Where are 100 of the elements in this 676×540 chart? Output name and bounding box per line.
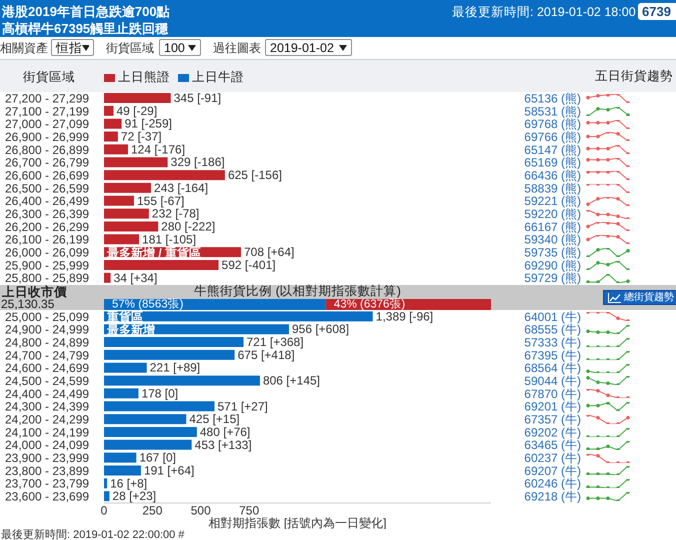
point [596, 135, 600, 139]
x-tick-label: 750 [239, 504, 260, 518]
point [586, 96, 590, 100]
data-label: 91 [-259] [124, 116, 172, 131]
y-tick-label: 23,600 - 23,699 [5, 490, 90, 504]
data-label: 178 [0] [141, 386, 178, 400]
bar [104, 452, 136, 463]
y-tick-label: 24,400 - 24,499 [5, 386, 90, 401]
data-label: 571 [+27] [217, 399, 268, 414]
bar [104, 221, 158, 232]
y-tick-label: 24,500 - 24,599 [5, 374, 90, 388]
data-label: 43% (6376張) [334, 298, 406, 310]
bar [104, 93, 171, 103]
point [596, 212, 600, 216]
y2-tick-label: 59221 (熊) [524, 194, 581, 208]
y-tick-label: 24,200 - 24,299 [5, 412, 90, 427]
data-label: 28 [+23] [112, 489, 156, 504]
y-tick-label: 24,700 - 24,799 [5, 348, 90, 362]
bar [104, 414, 186, 424]
text: 街貨區域 [106, 41, 154, 55]
point [586, 135, 590, 139]
y2-tick-label: 60246 (牛) [524, 476, 581, 491]
legend-label: 上日熊證 [118, 69, 170, 86]
point [586, 330, 590, 334]
y-tick-label: 26,000 - 26,099 [5, 246, 90, 260]
bar [104, 376, 260, 386]
y-tick-label: 24,800 - 24,899 [5, 335, 90, 350]
data-label: 16 [+8] [110, 476, 148, 490]
bar [104, 401, 214, 412]
data-label: 708 [+64] [244, 245, 294, 260]
point [586, 404, 590, 408]
point [606, 402, 610, 405]
data-label: 425 [+15] [189, 412, 240, 426]
dropdown: 恒指 [51, 39, 94, 56]
data-label: 592 [-401] [222, 258, 276, 272]
dropdown: 2019-01-02 [265, 39, 352, 56]
y-tick-label: 24,600 - 24,699 [5, 361, 90, 376]
data-label: 329 [-186] [170, 155, 225, 170]
data-label: 956 [+608] [292, 322, 350, 336]
bar [104, 362, 147, 373]
data-label: 243 [-164] [154, 180, 208, 195]
point [596, 94, 600, 98]
point [596, 196, 600, 200]
x-tick-label: 250 [142, 504, 163, 518]
y2-tick-label: 65169 (熊) [524, 156, 581, 170]
chart-title: 牛熊街貨比例 (以相對期指張數計算) [193, 284, 402, 298]
point [596, 330, 600, 334]
data-label: 480 [+76] [200, 424, 250, 439]
y-tick-label: 25,900 - 25,999 [5, 258, 90, 272]
bar [104, 465, 141, 476]
y2-tick-label: 59735 (熊) [524, 246, 581, 260]
point [606, 444, 610, 448]
y-tick-label: 24,900 - 24,999 [5, 322, 90, 337]
bar [104, 272, 111, 283]
y-tick-label: 26,900 - 26,999 [5, 130, 90, 144]
point [596, 389, 600, 393]
bar [104, 350, 235, 360]
y2-tick-label: 58839 (熊) [524, 181, 581, 196]
x-tick-label: 0 [100, 504, 108, 518]
y-axis-title: 街貨區域 [23, 69, 75, 86]
y-tick-label: 26,300 - 26,399 [5, 207, 90, 222]
point [606, 330, 610, 334]
y-tick-label: 24,000 - 24,099 [5, 438, 90, 452]
bar [104, 170, 225, 180]
y-tick-label: 27,100 - 27,199 [5, 104, 90, 118]
y-tick-label: 26,400 - 26,499 [5, 194, 90, 208]
y2-tick-label: 69218 (牛) [524, 490, 581, 504]
data-label: 625 [-156] [228, 168, 282, 182]
bar [104, 337, 244, 348]
point [586, 280, 590, 283]
y-tick-label: 26,800 - 26,899 [5, 142, 90, 157]
text: 25,130.35 [1, 297, 54, 311]
data-label: 191 [+64] [144, 463, 194, 478]
point [606, 262, 610, 266]
point [616, 222, 620, 226]
data-label: 72 [-37] [120, 130, 162, 144]
button: 總街貨趨勢 [603, 290, 676, 305]
point [606, 212, 610, 216]
data-label: 124 [-176] [130, 142, 186, 156]
y2-tick-label: 63465 (牛) [524, 438, 581, 452]
y2-tick-label: 66167 (熊) [524, 220, 581, 234]
point [596, 280, 600, 283]
data-label: 345 [-91] [174, 91, 222, 105]
data-label: 675 [+418] [238, 348, 295, 362]
point [596, 446, 600, 450]
y2-tick-label: 68564 (牛) [524, 361, 581, 376]
point [586, 202, 590, 206]
y-tick-label: 23,700 - 23,799 [5, 476, 90, 491]
dropdown: 100 [159, 39, 201, 56]
y-tick-label: 24,100 - 24,199 [5, 425, 90, 440]
text: 過往圖表 [213, 41, 261, 55]
point [586, 238, 590, 242]
text: 最後更新時間: 2019-01-02 18:00 [452, 5, 636, 19]
point [596, 248, 600, 252]
text: 上日收市價 [2, 285, 67, 299]
point [606, 235, 610, 238]
y-tick-label: 23,800 - 23,899 [5, 464, 90, 478]
point [596, 404, 600, 408]
data-label: 806 [+145] [262, 374, 320, 388]
y-tick-label: 26,700 - 26,799 [5, 156, 90, 170]
